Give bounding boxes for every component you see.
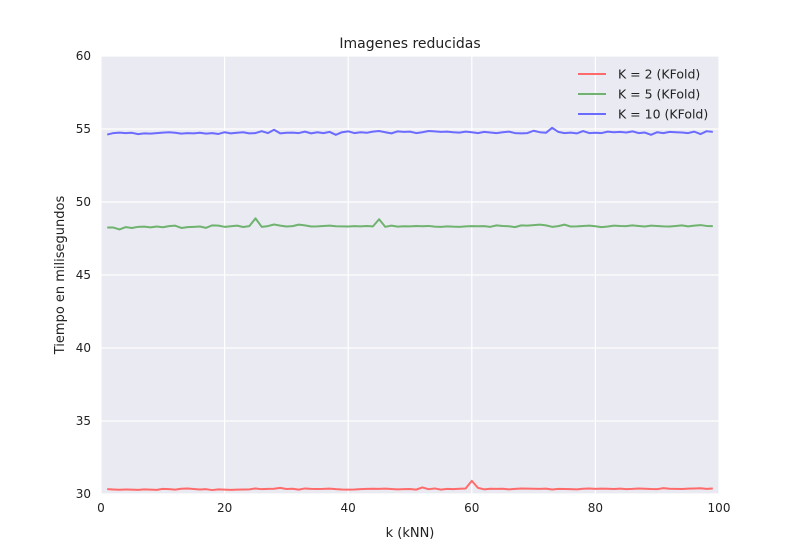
y-tick-label: 45: [76, 268, 91, 282]
x-axis-label: k (kNN): [386, 526, 435, 541]
y-tick-label: 60: [76, 49, 91, 63]
series-line-2: [107, 217, 713, 231]
x-tick-label: 0: [97, 501, 105, 515]
x-tick-label: 100: [708, 501, 731, 515]
series-lines: [106, 126, 713, 492]
y-tick-label: 30: [76, 487, 91, 501]
grid-lines: [100, 55, 720, 495]
x-tick-label: 80: [588, 501, 603, 515]
x-tick-label: 20: [217, 501, 232, 515]
y-tick-label: 55: [76, 122, 91, 136]
legend: K = 2 (KFold) K = 5 (KFold) K = 10 (KFold): [578, 67, 708, 122]
x-tick-label: 60: [464, 501, 479, 515]
y-tick-labels: 30 35 40 45 50 55 60: [76, 49, 91, 501]
x-tick-label: 40: [341, 501, 356, 515]
series-line-3: [106, 126, 713, 136]
y-tick-label: 40: [76, 341, 91, 355]
legend-label-2: K = 5 (KFold): [618, 87, 700, 102]
legend-label-3: K = 10 (KFold): [618, 107, 708, 122]
y-tick-label: 50: [76, 195, 91, 209]
y-axis-label: Tiempo en milisegundos: [53, 196, 68, 356]
y-tick-label: 35: [76, 414, 91, 428]
chart-title: Imagenes reducidas: [339, 36, 480, 52]
x-tick-labels: 0 20 40 60 80 100: [97, 501, 730, 515]
legend-label-1: K = 2 (KFold): [618, 67, 700, 82]
series-line-1: [107, 479, 713, 492]
